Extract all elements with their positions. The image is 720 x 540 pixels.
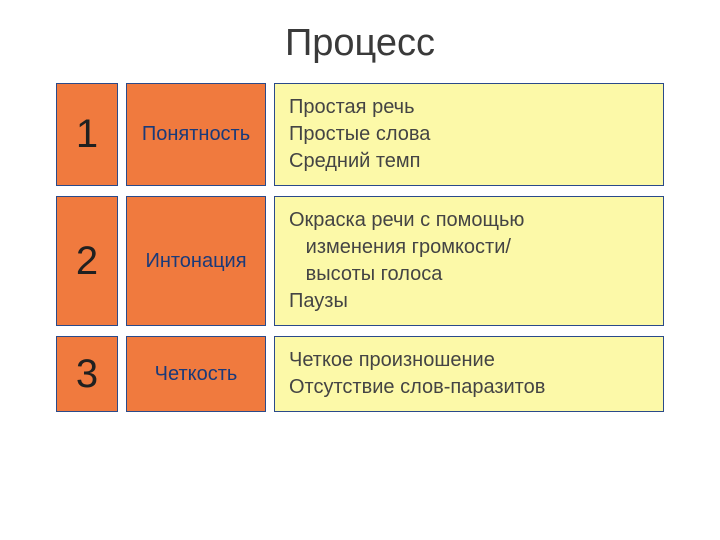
row-label: Четкость <box>126 336 266 412</box>
table-rows: 1ПонятностьПростая речьПростые словаСред… <box>0 83 720 412</box>
table-row: 1ПонятностьПростая речьПростые словаСред… <box>56 83 664 186</box>
description-line: Паузы <box>289 288 649 315</box>
description-line: Средний темп <box>289 148 649 175</box>
description-line: Окраска речи с помощью изменения громкос… <box>289 207 649 288</box>
row-description: Окраска речи с помощью изменения громкос… <box>274 196 664 326</box>
description-line: Четкое произношение <box>289 347 649 374</box>
row-number: 1 <box>56 83 118 186</box>
slide: Процесс 1ПонятностьПростая речьПростые с… <box>0 0 720 540</box>
description-line: Отсутствие слов-паразитов <box>289 374 649 401</box>
description-line: Простая речь <box>289 94 649 121</box>
table-row: 2Интонация Окраска речи с помощью изменен… <box>56 196 664 326</box>
table-row: 3ЧеткостьЧеткое произношениеОтсутствие с… <box>56 336 664 412</box>
page-title: Процесс <box>0 0 720 83</box>
row-description: Четкое произношениеОтсутствие слов-параз… <box>274 336 664 412</box>
row-description: Простая речьПростые словаСредний темп <box>274 83 664 186</box>
row-number: 3 <box>56 336 118 412</box>
row-label: Интонация <box>126 196 266 326</box>
row-number: 2 <box>56 196 118 326</box>
description-line: Простые слова <box>289 121 649 148</box>
row-label: Понятность <box>126 83 266 186</box>
